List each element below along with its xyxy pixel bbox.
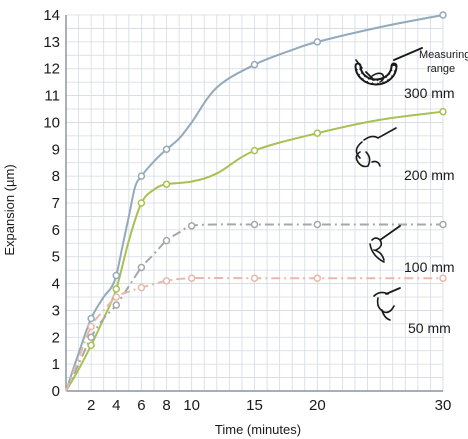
y-tick-label: 3: [52, 302, 60, 319]
series-line-200mm: [65, 110, 444, 392]
y-tick-label: 0: [52, 383, 60, 400]
data-point-200mm: [313, 129, 322, 137]
x-tick-label: 30: [435, 397, 452, 414]
caliper-50mm-icon: [373, 287, 401, 321]
series-label-300mm: 300 mm: [404, 85, 455, 101]
measuring-range-note: Measuring range: [419, 49, 468, 75]
data-point-300mm: [439, 11, 447, 19]
x-tick-label: 15: [246, 397, 263, 414]
series-markers: [87, 11, 447, 350]
y-tick-label: 7: [52, 195, 60, 212]
x-axis-title: Time (minutes): [215, 422, 301, 437]
data-point-200mm: [137, 199, 146, 207]
data-point-200mm: [250, 146, 259, 155]
x-tick-label: 2: [87, 397, 95, 414]
data-point-50mm: [439, 274, 447, 282]
data-point-300mm: [87, 314, 95, 323]
x-tick-label: 8: [162, 397, 170, 414]
caliper-300mm-icon: [354, 47, 423, 86]
x-tick-labels: 2 4 6 8 10 15 20 30: [87, 397, 451, 414]
caliper-100mm-icon: [369, 225, 401, 263]
y-tick-label: 6: [52, 222, 60, 239]
grid: [66, 14, 444, 391]
data-point-100mm: [439, 220, 447, 229]
caliper-200mm-icon: [355, 127, 397, 168]
x-tick-label: 10: [183, 397, 200, 414]
data-point-100mm: [313, 220, 322, 229]
data-point-50mm: [187, 274, 196, 282]
data-point-100mm: [112, 301, 121, 309]
data-point-50mm: [137, 283, 146, 292]
series-line-300mm: [65, 14, 444, 392]
data-point-300mm: [313, 38, 322, 46]
data-point-200mm: [87, 341, 95, 350]
series-label-50mm: 50 mm: [408, 320, 451, 336]
data-point-200mm: [162, 180, 171, 188]
data-point-50mm: [162, 277, 171, 285]
series-label-200mm: 200 mm: [404, 167, 455, 183]
y-tick-label: 14: [43, 7, 60, 24]
y-tick-label: 4: [52, 276, 60, 293]
series-label-100mm: 100 mm: [404, 259, 455, 275]
data-point-100mm: [87, 333, 95, 342]
y-tick-label: 2: [52, 329, 60, 346]
axes: [65, 15, 443, 392]
data-point-100mm: [137, 263, 146, 272]
data-point-100mm: [250, 220, 259, 229]
data-point-200mm: [439, 107, 447, 116]
data-point-50mm: [87, 322, 95, 331]
y-tick-label: 10: [43, 114, 60, 131]
y-tick-label: 9: [52, 141, 60, 158]
data-point-50mm: [112, 293, 121, 301]
data-point-100mm: [187, 222, 196, 230]
y-tick-label: 12: [43, 61, 60, 78]
x-tick-label: 4: [112, 397, 120, 414]
data-point-50mm: [313, 274, 322, 282]
x-tick-label: 20: [309, 397, 326, 414]
data-point-300mm: [137, 172, 146, 180]
data-point-300mm: [112, 271, 121, 280]
y-tick-label: 13: [43, 34, 60, 51]
series-labels: 300 mm 200 mm 100 mm 50 mm: [404, 85, 455, 336]
data-point-200mm: [112, 285, 121, 293]
data-point-300mm: [162, 145, 171, 154]
x-tick-label: 6: [137, 397, 145, 414]
data-point-100mm: [162, 236, 171, 245]
y-axis-title: Expansion (µm): [2, 164, 17, 255]
y-tick-label: 11: [44, 88, 60, 105]
data-point-50mm: [250, 274, 259, 282]
y-tick-label: 8: [52, 168, 60, 185]
data-point-300mm: [250, 60, 259, 69]
y-tick-label: 5: [52, 249, 60, 266]
y-tick-label: 1: [52, 356, 60, 373]
